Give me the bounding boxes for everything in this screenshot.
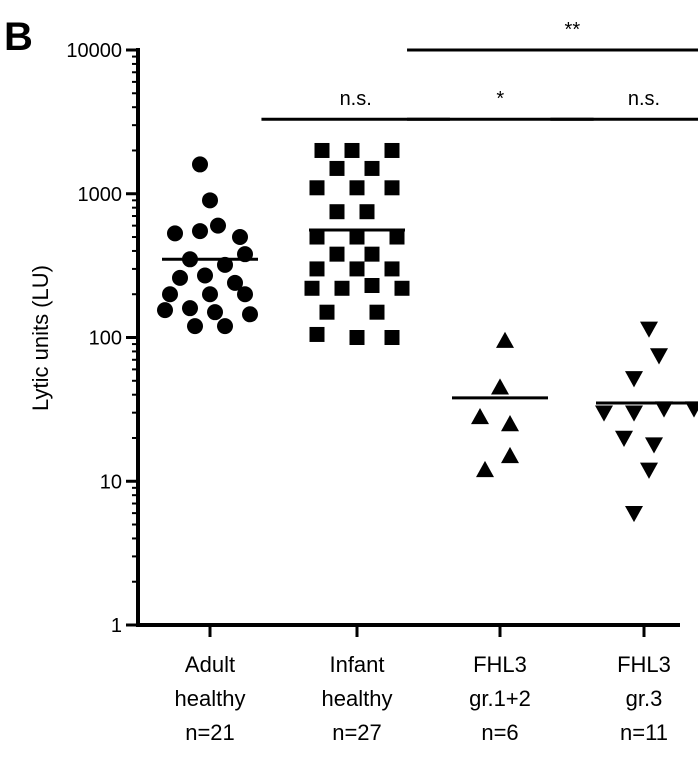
data-point-circle <box>192 156 208 173</box>
data-point-circle <box>192 223 208 240</box>
x-category-label: n=11 <box>620 720 668 745</box>
y-tick-label: 1 <box>111 615 122 637</box>
x-category-label: n=6 <box>481 720 518 745</box>
data-point-triangle-up <box>491 378 509 395</box>
data-point-circle <box>157 302 173 319</box>
data-point-circle <box>217 318 233 335</box>
data-point-square <box>364 246 380 262</box>
data-point-triangle-up <box>501 415 519 432</box>
x-category-label: healthy <box>322 686 393 711</box>
data-point-square <box>329 204 345 220</box>
significance-label: ** <box>565 19 581 41</box>
data-point-circle <box>167 225 183 242</box>
data-point-triangle-up <box>471 407 489 425</box>
x-category-label: FHL3 <box>473 652 527 677</box>
data-point-square <box>394 280 410 296</box>
data-point-triangle-down <box>615 430 633 447</box>
data-point-square <box>369 304 385 320</box>
data-point-circle <box>172 269 188 286</box>
data-point-circle <box>182 300 198 317</box>
panel-label: B <box>4 15 33 59</box>
x-category-label: n=21 <box>185 720 235 745</box>
data-point-square <box>309 326 325 342</box>
y-tick-label: 10 <box>100 471 122 493</box>
data-point-square <box>344 142 360 158</box>
data-point-square <box>349 261 365 277</box>
y-axis-title: Lytic units (LU) <box>28 265 53 411</box>
data-point-triangle-up <box>496 331 514 348</box>
data-point-square <box>314 142 330 158</box>
data-point-square <box>389 229 405 245</box>
y-tick-label: 1000 <box>78 184 123 206</box>
data-point-triangle-down <box>640 462 658 479</box>
data-point-triangle-down <box>640 321 658 338</box>
significance-label: n.s. <box>628 88 660 110</box>
data-point-triangle-down <box>625 371 643 388</box>
data-point-square <box>384 180 400 196</box>
data-point-square <box>309 261 325 277</box>
x-category-label: gr.3 <box>626 686 663 711</box>
data-point-triangle-down <box>595 405 613 422</box>
y-tick-label: 10000 <box>66 40 122 62</box>
data-point-circle <box>232 229 248 246</box>
data-point-square <box>329 246 345 262</box>
data-point-triangle-up <box>501 446 519 464</box>
x-category-label: Infant <box>329 652 384 677</box>
data-point-circle <box>162 286 178 303</box>
data-point-triangle-down <box>655 401 673 418</box>
x-category-label: Adult <box>185 652 235 677</box>
data-point-circle <box>202 192 218 209</box>
data-point-triangle-down <box>645 437 663 454</box>
data-point-circle <box>210 217 226 234</box>
data-point-square <box>384 330 400 345</box>
data-point-circle <box>197 267 213 284</box>
data-point-triangle-up <box>476 460 494 478</box>
y-tick-label: 100 <box>89 328 122 350</box>
data-point-square <box>349 180 365 196</box>
data-point-circle <box>187 318 203 335</box>
data-point-triangle-down <box>625 405 643 422</box>
x-category-label: FHL3 <box>617 652 671 677</box>
data-point-square <box>349 229 365 245</box>
data-point-triangle-down <box>650 348 668 365</box>
data-point-square <box>329 160 345 176</box>
x-category-label: gr.1+2 <box>469 686 531 711</box>
significance-label: * <box>496 88 504 110</box>
data-point-circle <box>207 304 223 321</box>
data-point-square <box>304 280 320 296</box>
data-point-circle <box>242 306 258 323</box>
data-point-square <box>319 304 335 320</box>
data-point-square <box>334 280 350 296</box>
x-category-label: healthy <box>175 686 246 711</box>
data-point-square <box>364 160 380 176</box>
data-point-circle <box>202 286 218 303</box>
data-point-triangle-down <box>625 505 643 523</box>
significance-label: n.s. <box>340 88 372 110</box>
data-point-square <box>349 330 365 345</box>
x-category-label: n=27 <box>332 720 382 745</box>
plot-area: 1 10 100 1000 10000 Adult healthy n=21 Infant hea… <box>66 19 698 745</box>
data-point-square <box>359 204 375 220</box>
data-point-square <box>384 142 400 158</box>
data-point-square <box>364 278 380 294</box>
data-point-circle <box>217 256 233 273</box>
data-point-square <box>384 261 400 277</box>
data-point-circle <box>237 286 253 303</box>
data-point-circle <box>227 274 243 291</box>
data-point-square <box>309 180 325 196</box>
data-point-square <box>309 229 325 245</box>
data-point-triangle-down <box>685 401 698 418</box>
